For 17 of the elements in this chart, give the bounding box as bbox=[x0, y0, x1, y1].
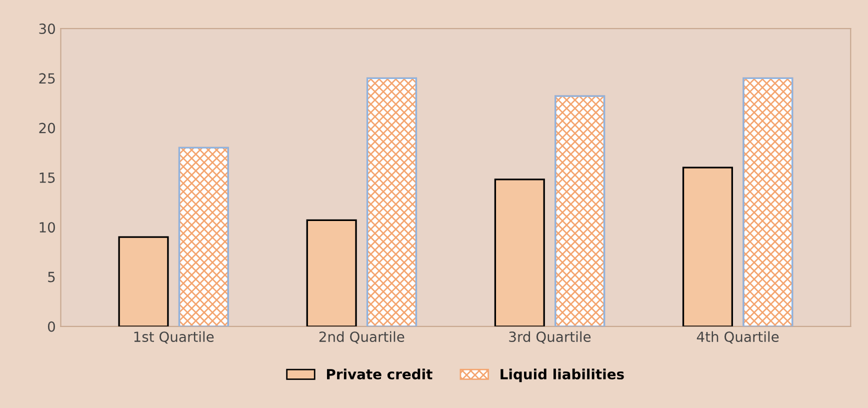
y-tick-label: 10 bbox=[40, 222, 55, 233]
y-tick-label: 0 bbox=[48, 321, 55, 332]
y-tick-label: 25 bbox=[39, 73, 55, 84]
y-tick-label: 5 bbox=[48, 272, 55, 282]
legend-label: Private credit bbox=[327, 368, 432, 380]
bar bbox=[494, 178, 545, 326]
y-tick-label: 30 bbox=[39, 24, 55, 34]
legend-label: Liquid liabilities bbox=[500, 368, 624, 382]
y-tick-label: 20 bbox=[39, 122, 55, 134]
x-tick-label: 3rd Quartile bbox=[509, 331, 591, 344]
x-tick-label: 4th Quartile bbox=[696, 331, 779, 344]
bar bbox=[682, 166, 733, 326]
bar bbox=[118, 236, 169, 326]
bar bbox=[306, 219, 357, 326]
x-tick-label: 2nd Quartile bbox=[319, 331, 404, 344]
y-tick-label: 15 bbox=[40, 172, 55, 183]
x-tick-label: 1st Quartile bbox=[134, 331, 214, 344]
